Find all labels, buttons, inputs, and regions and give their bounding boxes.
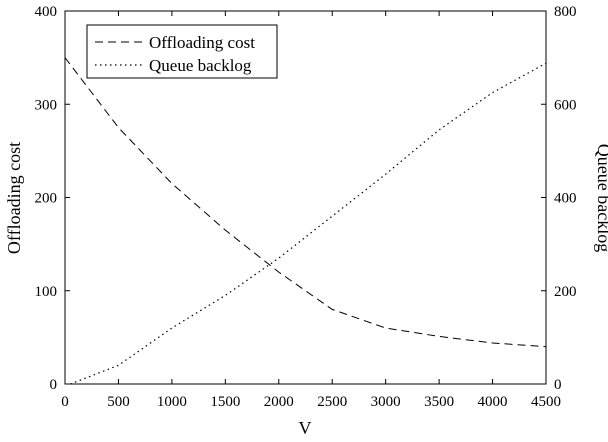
x-tick-label: 0	[61, 394, 69, 410]
x-tick-label: 1000	[157, 394, 187, 410]
left-y-tick-label: 400	[35, 4, 58, 20]
right-y-tick-label: 400	[554, 191, 577, 207]
x-tick-label: 1500	[210, 394, 240, 410]
x-axis-title: V	[299, 418, 312, 438]
x-tick-label: 2000	[264, 394, 294, 410]
x-tick-label: 2500	[317, 394, 347, 410]
legend: Offloading cost Queue backlog	[86, 24, 278, 79]
x-tick-label: 3500	[424, 394, 454, 410]
series-line-queue-backlog	[70, 62, 547, 385]
legend-label-queue-backlog: Queue backlog	[149, 56, 252, 75]
left-y-axis-ticks: 0 100 200 300 400	[35, 4, 70, 393]
x-tick-label: 3000	[371, 394, 401, 410]
left-y-tick-label: 200	[35, 191, 58, 207]
right-y-tick-label: 200	[554, 284, 577, 300]
left-y-tick-label: 100	[35, 284, 58, 300]
x-tick-label: 500	[107, 394, 130, 410]
x-tick-label: 4000	[478, 394, 508, 410]
right-y-axis-title: Queue backlog	[594, 144, 608, 252]
legend-label-offloading-cost: Offloading cost	[149, 33, 255, 52]
right-y-tick-label: 800	[554, 4, 577, 20]
left-y-tick-label: 300	[35, 97, 58, 113]
series-line-offloading-cost	[64, 57, 547, 348]
right-y-axis-ticks: 0 200 400 600 800	[541, 4, 577, 393]
x-axis-ticks: 0 500 1000 1500 2000 2500 3000 3500 4000 4500	[61, 11, 561, 410]
series-layer	[64, 57, 547, 385]
right-y-tick-label: 600	[554, 97, 577, 113]
legend-box	[86, 24, 278, 79]
right-y-tick-label: 0	[554, 377, 562, 393]
left-y-axis-title: Offloading cost	[4, 142, 24, 254]
x-tick-label: 4500	[531, 394, 561, 410]
left-y-tick-label: 0	[50, 377, 58, 393]
